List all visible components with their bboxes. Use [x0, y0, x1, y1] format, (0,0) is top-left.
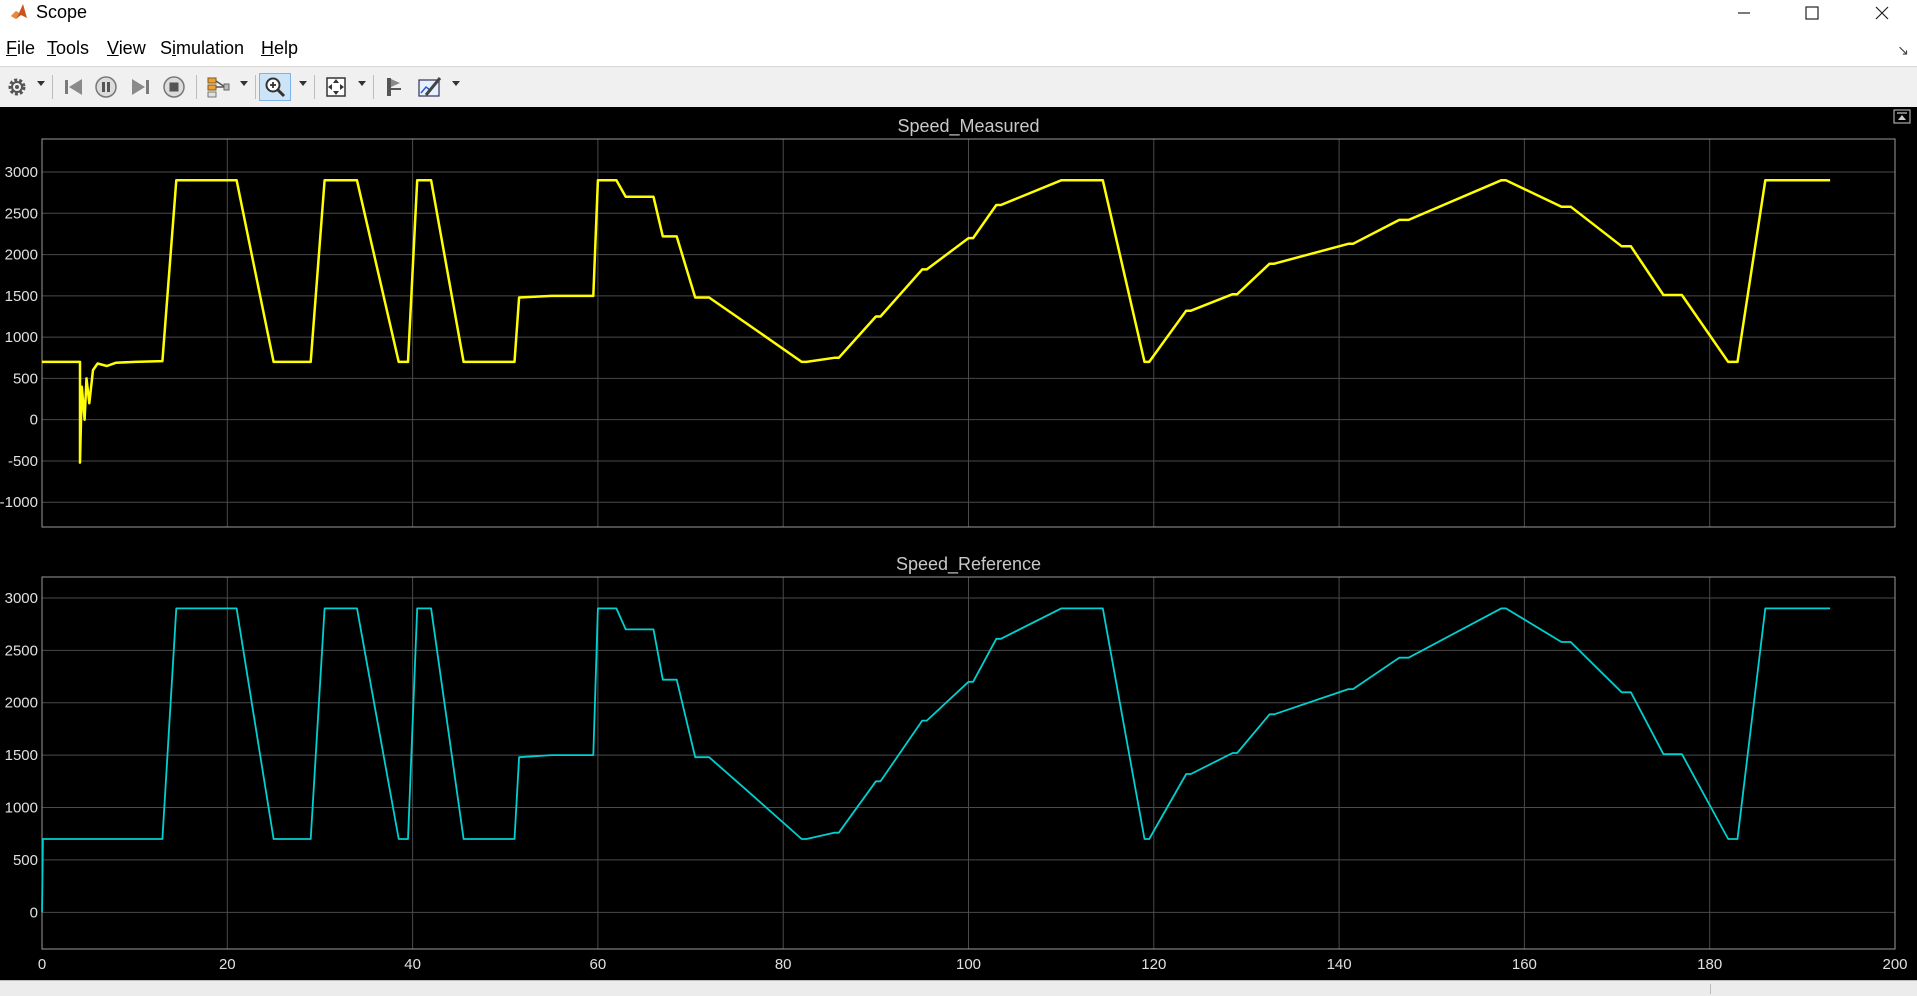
axes-box — [41, 576, 1896, 950]
step-back-icon — [65, 79, 82, 95]
menu-bar: File Tools View Simulation Help ↘ — [0, 26, 1917, 66]
axes-box — [41, 138, 1896, 528]
close-icon — [1875, 6, 1889, 20]
undock-plot-icon[interactable] — [1893, 109, 1911, 124]
toolbar-separator — [373, 75, 374, 99]
menu-tools-mnemonic: T — [47, 38, 56, 58]
menu-simulation-mnemonic: i — [172, 38, 177, 58]
step-forward-icon — [132, 79, 149, 95]
measure-icon — [418, 77, 442, 97]
maximize-button[interactable] — [1782, 0, 1842, 26]
zoom-in-icon — [265, 77, 286, 98]
autoscale-button[interactable] — [380, 74, 408, 100]
menu-help-label: elp — [274, 38, 299, 58]
close-button[interactable] — [1852, 0, 1912, 26]
series-line-0 — [41, 607, 1831, 913]
y-tick-label: 1500 — [5, 747, 38, 764]
y-tick-label: 3000 — [5, 590, 38, 607]
y-tick-label: 1000 — [5, 800, 38, 817]
minimize-button[interactable] — [1714, 0, 1774, 26]
y-tick-label: 0 — [30, 904, 38, 921]
speed-reference-plot[interactable]: 0 500 1000 1500 2000 2500 3000 0 20 40 60 80 100 120 1… — [5, 554, 1908, 973]
fit-axes-icon — [326, 77, 346, 97]
menu-file-mnemonic: F — [6, 38, 17, 58]
x-tick-label: 160 — [1512, 956, 1537, 973]
menu-simulation-prefix: S — [160, 38, 173, 58]
toolbar-separator — [196, 75, 197, 99]
y-tick-label: 2000 — [5, 247, 38, 264]
menu-view[interactable]: View — [107, 38, 146, 59]
scope-plots-svg[interactable]: -1000-500050010001500200025003000Speed_M… — [0, 107, 1917, 980]
x-tick-label: 60 — [590, 956, 607, 973]
x-tick-label: 180 — [1697, 956, 1722, 973]
pause-button[interactable] — [92, 74, 120, 100]
y-tick-label: 1000 — [5, 329, 38, 346]
y-tick-label: 2500 — [5, 642, 38, 659]
status-bar — [0, 980, 1917, 996]
stop-button[interactable] — [160, 74, 188, 100]
settings-button[interactable] — [4, 74, 30, 100]
fit-axes-dropdown-arrow[interactable] — [358, 81, 366, 86]
signal-layout-dropdown-arrow[interactable] — [240, 81, 248, 86]
menu-file[interactable]: File — [6, 38, 35, 59]
x-tick-label: 80 — [775, 956, 792, 973]
maximize-icon — [1805, 6, 1819, 20]
menu-view-mnemonic: V — [107, 38, 119, 58]
menu-simulation-label: mulation — [176, 38, 245, 58]
menu-help[interactable]: Help — [261, 38, 298, 59]
plot-title: Speed_Measured — [897, 116, 1039, 137]
x-tick-label: 0 — [38, 956, 46, 973]
speed-measured-plot[interactable]: -1000 -500 0 500 1000 1500 2000 2500 3000 Speed_M… — [0, 116, 1896, 528]
y-tick-label: 0 — [30, 412, 38, 429]
settings-dropdown-arrow[interactable] — [37, 81, 45, 86]
matlab-logo-icon — [11, 4, 27, 19]
y-tick-label: 2500 — [5, 205, 38, 222]
y-tick-label: 500 — [13, 852, 38, 869]
autoscale-icon — [387, 78, 401, 96]
toolbar-separator — [255, 75, 256, 99]
x-tick-label: 20 — [219, 956, 236, 973]
menu-file-label: ile — [17, 38, 36, 58]
settings-icon — [8, 78, 26, 96]
menu-help-mnemonic: H — [261, 38, 274, 58]
x-tick-label: 200 — [1882, 956, 1907, 973]
signal-layout-icon — [207, 77, 230, 98]
toolbar-separator — [52, 75, 53, 99]
y-tick-label: -500 — [8, 453, 38, 470]
title-bar: Scope — [0, 0, 1917, 26]
menu-view-label: iew — [118, 38, 146, 58]
menu-tools[interactable]: Tools — [47, 38, 89, 59]
measure-dropdown-arrow[interactable] — [452, 81, 460, 86]
zoom-dropdown-arrow[interactable] — [299, 81, 307, 86]
menu-tools-label: ools — [56, 38, 90, 58]
x-tick-label: 100 — [956, 956, 981, 973]
series-line-0 — [42, 179, 1831, 464]
y-tick-label: 500 — [13, 370, 38, 387]
toolbar — [0, 66, 1917, 108]
step-forward-button[interactable] — [126, 74, 154, 100]
measure-button[interactable] — [415, 74, 445, 100]
scope-display[interactable]: -1000 -500 0 500 1000 1500 2000 2500 3000 Speed_M… — [0, 107, 1917, 980]
step-back-button[interactable] — [60, 74, 88, 100]
pause-icon — [95, 76, 117, 98]
menu-simulation[interactable]: Simulation — [160, 38, 244, 59]
plot-title: Speed_Reference — [896, 554, 1041, 575]
y-tick-label: 3000 — [5, 164, 38, 181]
signal-layout-button[interactable] — [204, 74, 232, 100]
y-tick-label: 2000 — [5, 695, 38, 712]
undock-arrow-icon[interactable]: ↘ — [1897, 42, 1909, 58]
y-tick-label: -1000 — [0, 494, 38, 511]
minimize-icon — [1738, 12, 1750, 14]
stop-icon — [163, 76, 185, 98]
x-tick-label: 40 — [404, 956, 421, 973]
fit-axes-button[interactable] — [322, 74, 350, 100]
y-tick-label: 1500 — [5, 288, 38, 305]
x-tick-label: 120 — [1141, 956, 1166, 973]
status-bar-segment — [1710, 984, 1916, 994]
x-tick-label: 140 — [1327, 956, 1352, 973]
window-title: Scope — [36, 2, 88, 22]
zoom-in-button[interactable] — [259, 73, 291, 101]
toolbar-separator — [314, 75, 315, 99]
